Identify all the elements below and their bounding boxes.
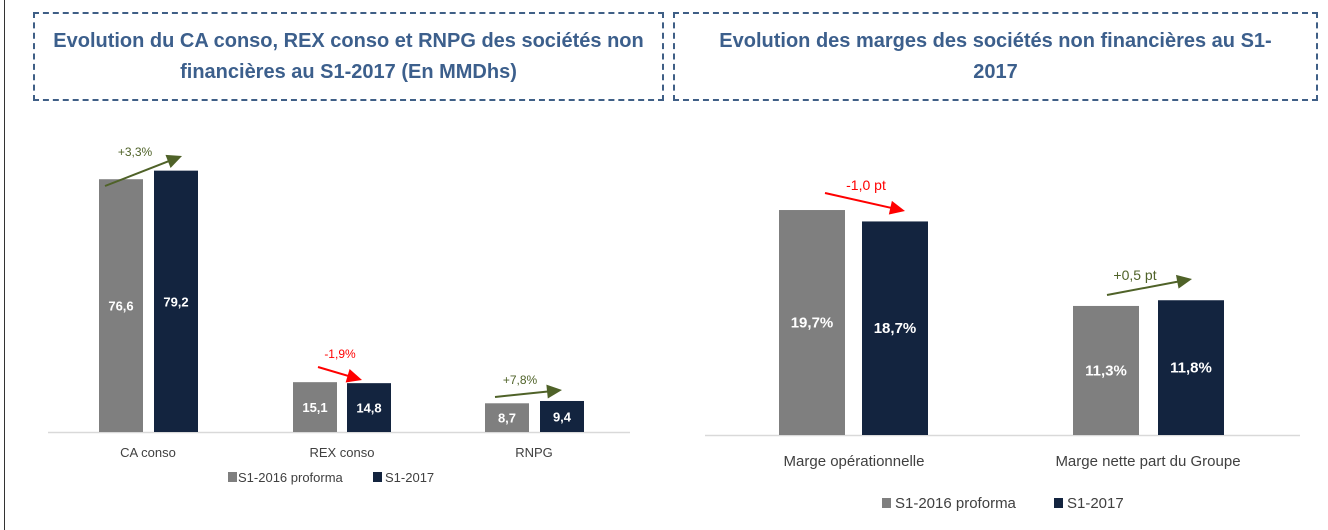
bar-s1-2016-2 bbox=[485, 403, 529, 432]
data-label: 9,4 bbox=[553, 409, 572, 424]
legend-swatch bbox=[1054, 498, 1063, 508]
category-label: CA conso bbox=[120, 445, 176, 460]
change-arrow-head bbox=[888, 200, 905, 215]
change-arrow-line bbox=[824, 192, 896, 210]
legend-label: S1-2016 proforma bbox=[238, 470, 344, 485]
chart-1-title: Evolution du CA conso, REX conso et RNPG… bbox=[33, 12, 664, 101]
bar-s1-2016-1 bbox=[293, 382, 337, 432]
data-label: 18,7% bbox=[874, 320, 917, 337]
chart-2-title: Evolution des marges des sociétés non fi… bbox=[673, 12, 1318, 101]
change-label: -1,9% bbox=[324, 347, 356, 361]
bar-s1-2016-0 bbox=[99, 179, 143, 432]
data-label: 15,1 bbox=[302, 400, 327, 415]
legend-swatch bbox=[373, 472, 382, 482]
data-label: 8,7 bbox=[498, 411, 516, 426]
bar-s1-2017-2 bbox=[540, 400, 584, 432]
bar-s1-2017-0 bbox=[154, 170, 198, 432]
frame-border bbox=[4, 0, 5, 530]
data-label: 14,8 bbox=[356, 401, 381, 416]
category-label: RNPG bbox=[515, 445, 553, 460]
data-label: 11,3% bbox=[1085, 362, 1127, 379]
legend-swatch bbox=[882, 498, 891, 508]
legend-label: S1-2016 proforma bbox=[895, 495, 1017, 512]
change-label: -1,0 pt bbox=[846, 177, 886, 193]
change-label: +3,3% bbox=[118, 145, 153, 159]
change-arrow-head bbox=[1175, 274, 1192, 289]
data-label: 76,6 bbox=[108, 299, 133, 314]
bar-s1-2017-1 bbox=[1158, 300, 1224, 435]
legend-swatch bbox=[228, 472, 237, 482]
bar-s1-2017-1 bbox=[347, 383, 391, 432]
bar-s1-2016-0 bbox=[779, 210, 845, 435]
change-arrow-head bbox=[165, 154, 182, 168]
category-label: Marge opérationnelle bbox=[784, 453, 925, 470]
data-label: 79,2 bbox=[163, 294, 188, 309]
change-arrow-line bbox=[1106, 279, 1182, 296]
legend-label: S1-2017 bbox=[1067, 495, 1124, 512]
category-label: Marge nette part du Groupe bbox=[1055, 453, 1240, 470]
bar-s1-2016-1 bbox=[1073, 305, 1139, 435]
change-label: +0,5 pt bbox=[1113, 267, 1156, 283]
change-label: +7,8% bbox=[503, 373, 538, 387]
bar-s1-2017-0 bbox=[862, 221, 928, 435]
legend-label: S1-2017 bbox=[385, 470, 434, 485]
data-label: 11,8% bbox=[1170, 360, 1212, 377]
change-arrow-line bbox=[494, 389, 555, 398]
change-arrow-head bbox=[345, 369, 362, 383]
category-label: REX conso bbox=[309, 445, 374, 460]
change-arrow-line bbox=[104, 158, 174, 187]
data-label: 19,7% bbox=[791, 315, 834, 332]
change-arrow-head bbox=[546, 384, 562, 399]
